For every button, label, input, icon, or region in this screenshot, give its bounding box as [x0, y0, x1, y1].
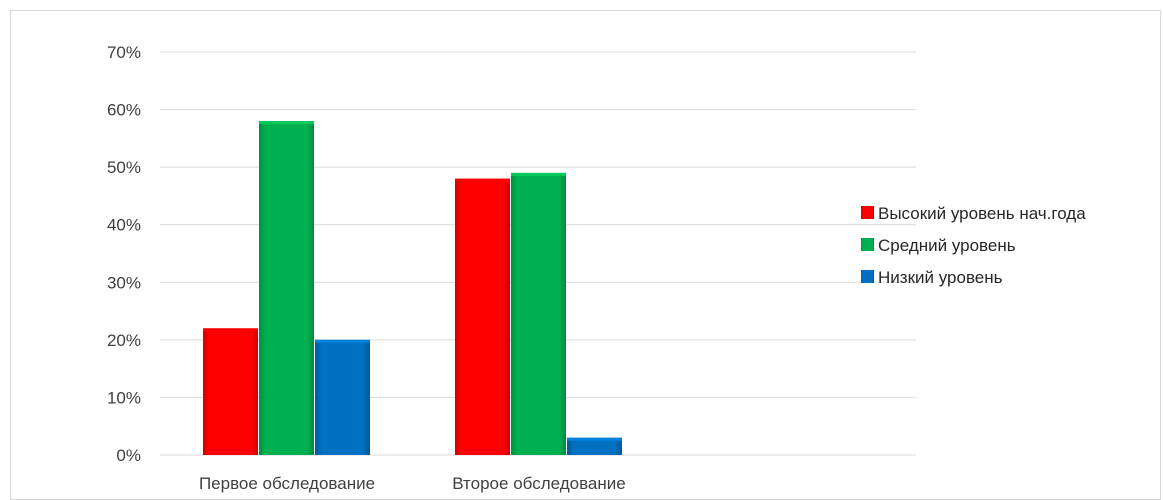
bar-top-highlight	[511, 172, 566, 176]
bar-top-highlight	[259, 121, 314, 125]
y-tick-label: 40%	[107, 216, 141, 235]
y-tick-label: 50%	[107, 158, 141, 177]
y-tick-label: 70%	[107, 43, 141, 62]
legend: Высокий уровень нач.года Средний уровень Н…	[861, 204, 1086, 287]
bar-top-highlight	[203, 328, 258, 332]
legend-label: Средний уровень	[878, 236, 1016, 255]
bar-1-2	[455, 178, 510, 455]
legend-swatch	[861, 270, 874, 283]
bar-1-1	[203, 328, 258, 455]
bar-2-2	[511, 172, 566, 455]
bar-2-1	[259, 121, 314, 455]
legend-label: Низкий уровень	[878, 268, 1003, 287]
bar-3-1	[315, 339, 370, 455]
y-tick-label: 0%	[116, 446, 141, 465]
bar-3-2	[567, 437, 622, 455]
y-tick-label: 60%	[107, 101, 141, 120]
legend-item: Средний уровень	[861, 236, 1016, 255]
legend-item: Высокий уровень нач.года	[861, 204, 1086, 223]
legend-swatch	[861, 238, 874, 251]
y-tick-label: 10%	[107, 388, 141, 407]
x-category-label: Первое обследование	[199, 474, 375, 493]
x-axis-category-labels: Первое обследование Второе обследование	[199, 474, 626, 493]
chart-frame	[10, 10, 1161, 500]
bars	[203, 121, 622, 455]
legend-swatch	[861, 206, 874, 219]
legend-label: Высокий уровень нач.года	[878, 204, 1086, 223]
y-tick-label: 30%	[107, 273, 141, 292]
bar-top-highlight	[315, 339, 370, 343]
y-tick-label: 20%	[107, 331, 141, 350]
bar-top-highlight	[455, 178, 510, 182]
x-category-label: Второе обследование	[452, 474, 625, 493]
legend-item: Низкий уровень	[861, 268, 1003, 287]
bar-top-highlight	[567, 437, 622, 441]
y-axis-tick-labels: 0% 10% 20% 30% 40% 50% 60% 70%	[107, 43, 141, 465]
